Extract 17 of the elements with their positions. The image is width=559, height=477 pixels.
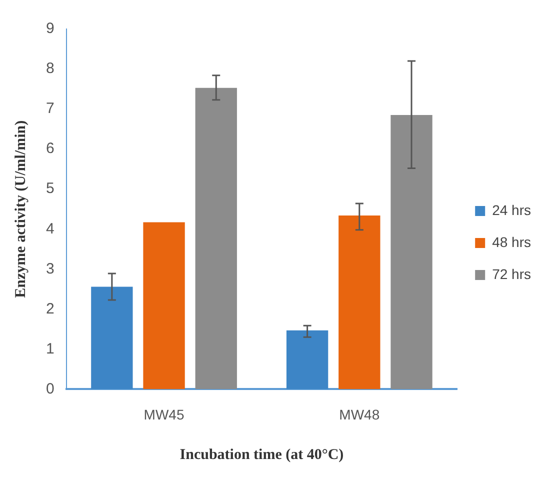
y-tick-label: 1 [46, 340, 54, 358]
y-tick-label: 0 [46, 380, 54, 398]
y-tick-label: 9 [46, 20, 54, 38]
legend-label: 72 hrs [492, 266, 532, 282]
legend-label: 24 hrs [492, 202, 532, 218]
x-tick-label: MW48 [339, 406, 380, 422]
y-tick-label: 6 [46, 140, 54, 158]
y-tick-label: 8 [46, 60, 54, 78]
y-axis-title: Enzyme activity (U/ml/min) [12, 120, 29, 298]
x-tick-label: MW45 [144, 406, 184, 422]
y-tick-label: 5 [46, 180, 54, 198]
y-tick-label: 4 [46, 220, 54, 238]
y-tick-label: 3 [46, 260, 54, 278]
y-tick-label: 2 [46, 300, 54, 318]
legend-label: 48 hrs [492, 234, 532, 250]
x-axis-title: Incubation time (at 40°C) [180, 446, 344, 463]
y-tick-label: 7 [46, 100, 54, 118]
